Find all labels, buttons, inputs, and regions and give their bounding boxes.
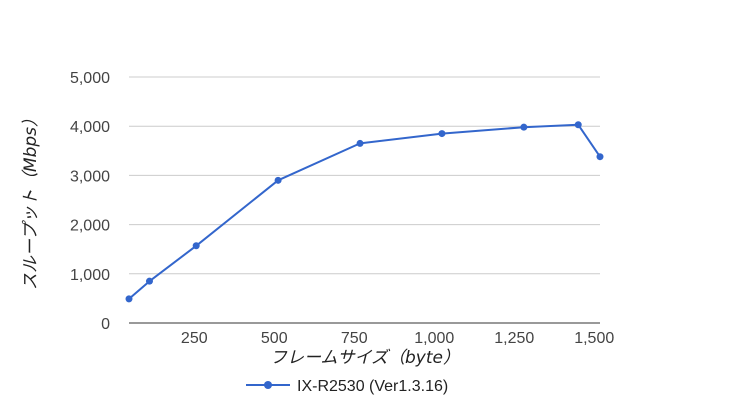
data-point <box>145 277 153 285</box>
data-point <box>274 176 282 184</box>
y-tick-label: 0 <box>101 316 110 333</box>
gridlines <box>129 76 600 324</box>
x-tick-label: 1,250 <box>494 330 534 347</box>
y-tick-label: 1,000 <box>70 267 110 284</box>
y-tick-label: 3,000 <box>70 168 110 185</box>
x-axis-ticks: 250 500 750 1,000 1,250 1,500 <box>181 330 614 347</box>
x-tick-label: 750 <box>341 330 368 347</box>
legend-label: IX-R2530 (Ver1.3.16) <box>297 378 448 395</box>
x-tick-label: 1,000 <box>414 330 454 347</box>
legend: IX-R2530 (Ver1.3.16) <box>246 378 448 395</box>
series-line <box>128 123 601 300</box>
x-axis-title: フレームサイズ（byte） <box>270 348 460 368</box>
data-point <box>520 123 528 131</box>
x-tick-label: 1,500 <box>574 330 614 347</box>
y-axis-ticks: 0 1,000 2,000 3,000 4,000 5,000 <box>70 70 110 333</box>
data-point <box>574 121 582 129</box>
data-point <box>192 242 200 250</box>
y-tick-label: 2,000 <box>70 218 110 235</box>
x-tick-label: 250 <box>181 330 208 347</box>
y-axis-title: スループット（Mbps） <box>21 110 41 290</box>
x-tick-label: 500 <box>261 330 288 347</box>
data-point <box>438 130 446 138</box>
series-layer <box>125 121 604 303</box>
legend-marker <box>264 381 272 389</box>
y-tick-label: 5,000 <box>70 70 110 87</box>
y-tick-label: 4,000 <box>70 119 110 136</box>
data-point <box>125 295 133 303</box>
data-point <box>356 139 364 147</box>
data-point <box>596 153 604 161</box>
